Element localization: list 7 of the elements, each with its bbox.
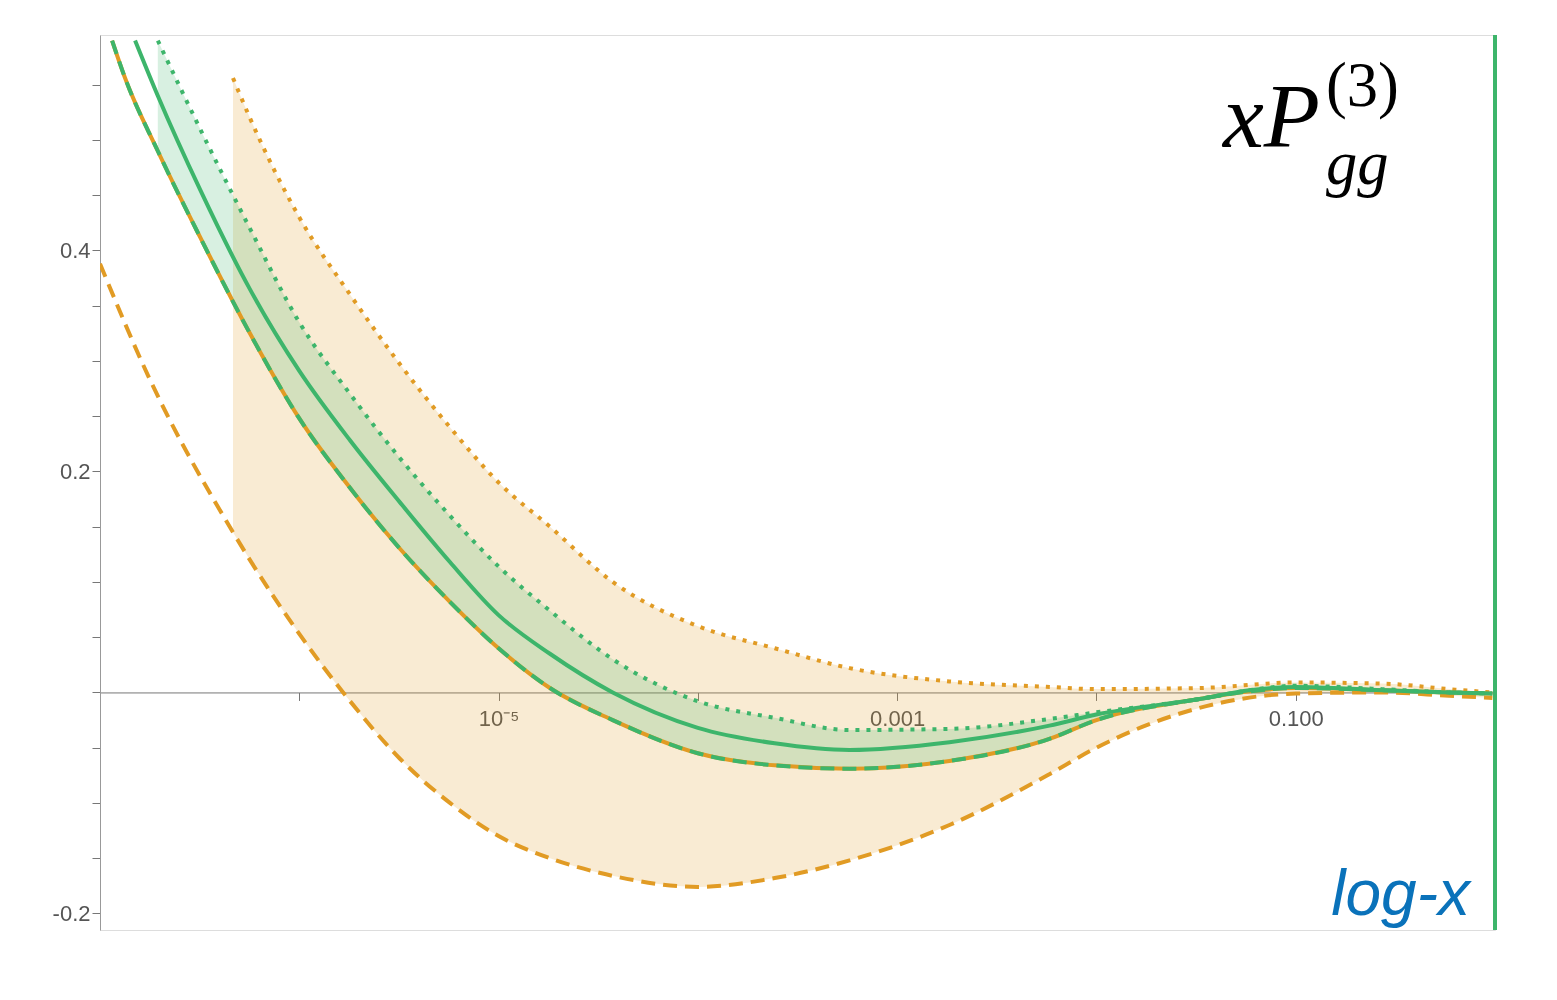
annotation: log-x <box>1331 857 1472 929</box>
x-tick-label: 0.100 <box>1268 705 1324 731</box>
x-tick-label: 0.001 <box>870 705 926 731</box>
y-tick-label: -0.2 <box>52 900 91 926</box>
x-tick-label: 10⁻⁵ <box>478 705 520 731</box>
y-tick-label: 0.2 <box>59 458 91 484</box>
y-tick-label: 0.4 <box>59 237 91 263</box>
